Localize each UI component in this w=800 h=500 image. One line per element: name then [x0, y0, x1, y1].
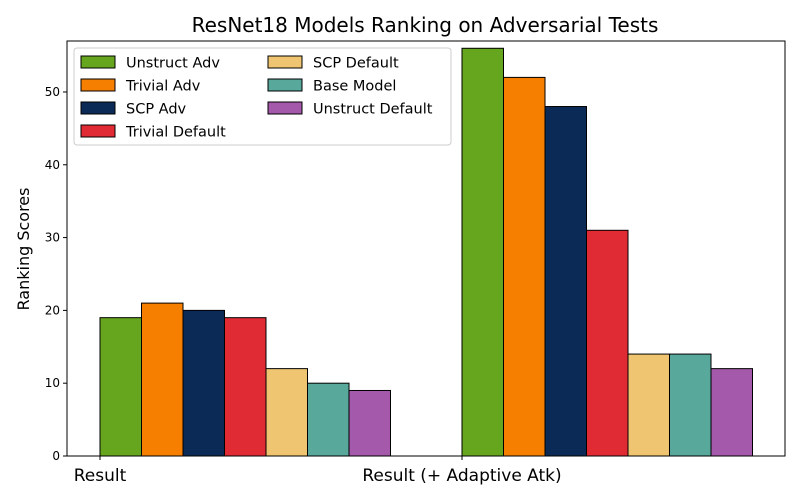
legend-label: Trivial Adv	[125, 79, 201, 95]
y-axis-ticks: 0 10 20 30 40 50	[45, 85, 67, 463]
bar-trivial-adv-0	[141, 302, 184, 457]
legend: Unstruct Adv Trivial Adv SCP Adv Trivial De…	[73, 47, 452, 146]
bar-scp-default-0	[265, 368, 308, 457]
legend-swatch	[267, 55, 303, 69]
bar-trivial-default-0	[224, 317, 267, 457]
y-tick-label: 50	[45, 85, 60, 99]
legend-swatch	[80, 101, 116, 115]
bar-unstruct-default-1	[710, 368, 753, 457]
bar-scp-default-1	[627, 353, 670, 457]
legend-swatch	[80, 55, 116, 69]
legend-label: SCP Adv	[126, 102, 187, 118]
bar-unstruct-default-0	[348, 389, 391, 457]
x-axis-ticks: Result Result (+ Adaptive Atk)	[74, 456, 562, 486]
y-tick-label: 40	[45, 158, 60, 172]
legend-box	[73, 47, 452, 146]
bar-unstruct-adv-0	[99, 317, 142, 457]
bars	[99, 47, 753, 457]
legend-label: Trivial Default	[125, 125, 226, 141]
y-tick-label: 20	[45, 303, 60, 317]
legend-label: Unstruct Adv	[126, 56, 220, 72]
x-tick-label: Result	[74, 466, 127, 486]
legend-swatch	[80, 124, 116, 138]
x-tick-label: Result (+ Adaptive Atk)	[362, 466, 561, 486]
bar-scp-adv-0	[182, 309, 225, 457]
bar-base-model-0	[307, 382, 350, 457]
legend-label: Unstruct Default	[313, 102, 433, 118]
bar-base-model-1	[669, 353, 712, 457]
legend-swatch	[267, 78, 303, 92]
legend-swatch	[267, 101, 303, 115]
legend-label: Base Model	[313, 79, 396, 95]
y-tick-label: 10	[45, 376, 60, 390]
legend-label: SCP Default	[313, 56, 399, 72]
y-tick-label: 0	[52, 449, 60, 463]
chart-title: ResNet18 Models Ranking on Adversarial T…	[192, 13, 659, 37]
bar-trivial-default-1	[586, 229, 629, 457]
legend-swatch	[80, 78, 116, 92]
bar-trivial-adv-1	[503, 76, 546, 457]
y-axis-label: Ranking Scores	[14, 188, 33, 311]
bar-unstruct-adv-1	[461, 47, 504, 457]
bar-scp-adv-1	[544, 106, 587, 457]
plot-frame	[66, 40, 786, 457]
y-tick-label: 30	[45, 231, 60, 245]
